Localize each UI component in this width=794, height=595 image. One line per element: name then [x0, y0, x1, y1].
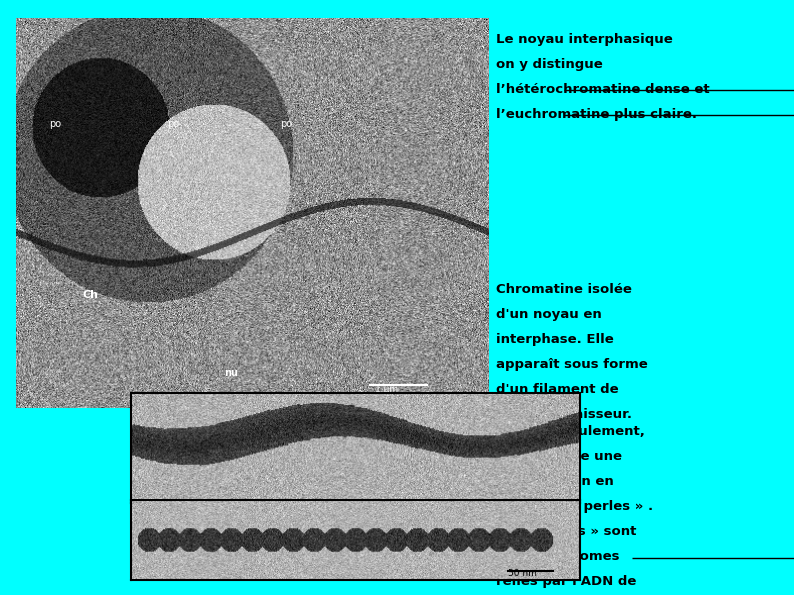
- Text: reliés par l'ADN de: reliés par l'ADN de: [496, 575, 637, 588]
- Text: po: po: [280, 119, 292, 129]
- Text: 1 μm: 1 μm: [375, 385, 398, 394]
- Text: Chromatine isolée: Chromatine isolée: [496, 283, 632, 296]
- Text: nu: nu: [224, 368, 237, 378]
- Text: « collier de perles » .: « collier de perles » .: [496, 500, 653, 513]
- Text: l’euchromatine plus claire.: l’euchromatine plus claire.: [496, 108, 697, 121]
- Text: po: po: [167, 119, 179, 129]
- Text: 30nm d'épaisseur.: 30nm d'épaisseur.: [496, 408, 632, 421]
- Text: les nucléosomes: les nucléosomes: [496, 550, 620, 563]
- Text: Après déroulement,: Après déroulement,: [496, 425, 645, 439]
- Text: organisation en: organisation en: [496, 475, 614, 488]
- Text: on distingue une: on distingue une: [496, 450, 622, 464]
- Text: Le noyau interphasique: Le noyau interphasique: [496, 33, 673, 46]
- Text: l’hétérochromatine dense et: l’hétérochromatine dense et: [496, 83, 710, 96]
- Text: d'un filament de: d'un filament de: [496, 383, 619, 396]
- Text: d'un noyau en: d'un noyau en: [496, 308, 602, 321]
- Text: Les « perles » sont: Les « perles » sont: [496, 525, 637, 538]
- Text: po: po: [49, 119, 61, 129]
- Text: 50 nm: 50 nm: [508, 569, 537, 578]
- Text: Ch: Ch: [82, 290, 98, 300]
- Text: on y distingue: on y distingue: [496, 58, 603, 71]
- Text: interphase. Elle: interphase. Elle: [496, 333, 614, 346]
- Text: apparaît sous forme: apparaît sous forme: [496, 358, 648, 371]
